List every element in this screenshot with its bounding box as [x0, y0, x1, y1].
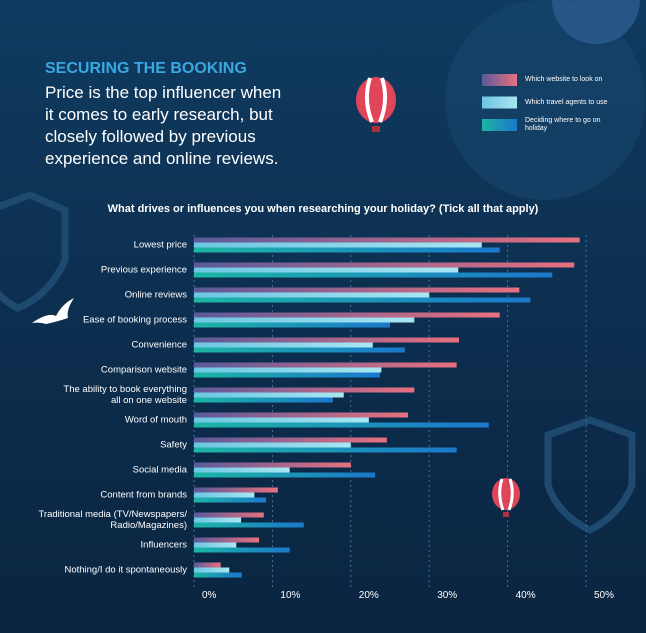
bar: [194, 292, 430, 298]
bar: [194, 567, 230, 573]
deco-shield: [0, 191, 69, 312]
category-label: Traditional media (TV/Newspapers/ Radio/…: [38, 509, 187, 531]
bar: [194, 392, 344, 398]
category-label: Previous experience: [100, 264, 187, 276]
bar: [194, 342, 373, 348]
category-label: Lowest price: [133, 239, 187, 251]
category-label: Nothing/I do it spontaneously: [64, 564, 187, 576]
category-label: Social media: [132, 464, 187, 476]
balloon-icon: [492, 478, 520, 517]
legend-label: Which website to look on: [525, 76, 603, 83]
bar: [194, 347, 405, 353]
category-label: Convenience: [131, 339, 187, 351]
bar: [194, 542, 237, 548]
balloon-icon: [356, 77, 396, 132]
x-tick-label: 10%: [280, 590, 301, 601]
deco-shield: [544, 416, 636, 534]
legend-label: Which travel agents to use: [525, 98, 608, 106]
bar: [194, 492, 255, 498]
bar: [194, 412, 409, 418]
bar: [194, 537, 260, 543]
category-label: Comparison website: [100, 364, 187, 376]
category-label: Influencers: [140, 539, 187, 551]
deco-circle: [445, 0, 645, 200]
bar: [194, 387, 415, 393]
chart-title: What drives or influences you when resea…: [107, 203, 539, 215]
category-label: Word of mouth: [124, 414, 187, 426]
bar: [194, 337, 459, 343]
category-label: Content from brands: [100, 489, 187, 501]
x-tick-label: 20%: [358, 590, 379, 601]
bar: [194, 247, 500, 253]
bar: [194, 367, 382, 373]
bar: [194, 562, 221, 568]
x-tick-label: 40%: [515, 590, 536, 601]
bar: [194, 497, 267, 503]
bar: [194, 467, 290, 473]
bar: [194, 287, 520, 293]
category-label: The ability to book everything all on on…: [63, 384, 187, 406]
intro-text: Price is the top influencer when it come…: [45, 83, 282, 168]
bar: [194, 442, 351, 448]
bar: [194, 572, 242, 578]
legend-swatch: [482, 119, 517, 131]
deco-circle: [552, 0, 640, 44]
bar: [194, 297, 531, 303]
bar: [194, 447, 457, 453]
bar: [194, 317, 415, 323]
bar: [194, 312, 500, 318]
bar: [194, 512, 264, 518]
category-label: Online reviews: [124, 289, 187, 301]
bar: [194, 362, 457, 368]
bar: [194, 397, 333, 403]
bar: [194, 422, 489, 428]
bird-icon: [32, 298, 74, 324]
x-tick-label: 30%: [437, 590, 458, 601]
bar: [194, 522, 304, 528]
bar: [194, 437, 387, 443]
kicker: SECURING THE BOOKING: [45, 60, 247, 77]
x-tick-label: 0%: [202, 590, 217, 601]
bar: [194, 262, 575, 268]
legend-label: Deciding where to go on holiday: [525, 117, 601, 132]
bar: [194, 417, 369, 423]
bar: [194, 547, 290, 553]
bar: [194, 372, 380, 378]
bar: [194, 472, 376, 478]
bar: [194, 517, 242, 523]
x-tick-label: 50%: [594, 590, 615, 601]
category-label: Safety: [160, 439, 187, 451]
category-label: Ease of booking process: [82, 314, 187, 326]
bar: [194, 322, 390, 328]
bar: [194, 242, 482, 248]
legend-swatch: [482, 96, 517, 109]
bar: [194, 462, 351, 468]
bar: [194, 267, 459, 273]
legend-swatch: [482, 74, 517, 86]
bar: [194, 487, 278, 493]
bar: [194, 237, 580, 243]
bar: [194, 272, 553, 278]
